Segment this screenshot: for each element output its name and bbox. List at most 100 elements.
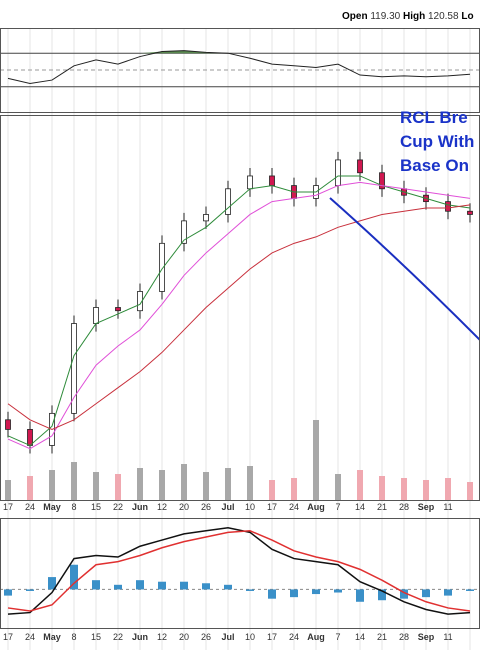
date-tick-label-1-2: May	[43, 632, 61, 642]
candle-body-15	[335, 159, 341, 186]
volume-bar-11	[247, 466, 253, 500]
macd-hist-bar-3	[70, 564, 78, 590]
moving-average-3	[7, 204, 471, 430]
date-tick-label-1-17: 21	[377, 632, 387, 642]
date-tick-label-0-16: 14	[355, 502, 365, 512]
high-value: 120.58	[427, 11, 459, 22]
ohlc-readout: Open 119.30 High 120.58 Lo	[342, 11, 474, 22]
volume-bar-16	[357, 470, 363, 500]
high-label: High	[402, 11, 426, 22]
date-tick-label-1-6: Jun	[132, 632, 148, 642]
date-axes: 17 24 May 8 15 22 Jun 12 20 26 Jul 10 17 24 Aug 7 14 21 28…	[3, 502, 453, 642]
candle-body-10	[225, 188, 231, 215]
date-tick-label-0-14: Aug	[307, 502, 325, 512]
open-value: 119.30	[370, 11, 401, 22]
macd-hist-bar-8	[180, 581, 188, 590]
macd-hist-bar-9	[202, 583, 210, 590]
date-tick-label-0-4: 15	[91, 502, 101, 512]
date-tick-label-1-9: 26	[201, 632, 211, 642]
macd-panel	[0, 526, 480, 615]
volume-panel	[5, 420, 473, 500]
candle-body-21	[467, 210, 473, 215]
macd-hist-bar-12	[268, 589, 276, 599]
macd-hist-bar-10	[224, 584, 232, 590]
macd-hist-bar-0	[4, 589, 12, 596]
volume-bar-20	[445, 478, 451, 500]
indicator-top-panel	[0, 50, 480, 88]
candle-body-16	[357, 159, 363, 174]
date-tick-label-1-20: 11	[443, 632, 452, 642]
date-tick-label-1-5: 22	[113, 632, 123, 642]
open-label: Open	[342, 11, 368, 22]
macd-hist-bar-21	[466, 589, 474, 591]
date-tick-label-0-12: 17	[267, 502, 277, 512]
volume-bar-13	[291, 478, 297, 500]
volume-bar-17	[379, 476, 385, 500]
date-tick-label-0-2: May	[43, 502, 61, 512]
date-tick-label-1-0: 17	[3, 632, 13, 642]
date-tick-label-1-19: Sep	[418, 632, 435, 642]
volume-bar-6	[137, 468, 143, 500]
candle-body-9	[203, 214, 209, 222]
macd-hist-bar-15	[334, 589, 342, 593]
candle-body-8	[181, 220, 187, 244]
volume-bar-12	[269, 480, 275, 500]
candle-body-5	[115, 307, 121, 312]
macd-hist-bar-2	[48, 577, 56, 590]
date-tick-label-0-18: 28	[399, 502, 409, 512]
date-tick-label-0-10: Jul	[221, 502, 234, 512]
candle-body-3	[71, 323, 77, 414]
volume-bar-1	[27, 476, 33, 500]
date-tick-label-0-7: 12	[157, 502, 167, 512]
date-tick-label-1-10: Jul	[221, 632, 234, 642]
macd-hist-bar-1	[26, 589, 34, 591]
macd-line	[7, 526, 471, 615]
macd-hist-bar-6	[136, 580, 144, 590]
chart-annotation: RCL Bre Cup With Base On	[400, 106, 474, 178]
date-tick-label-1-1: 24	[25, 632, 35, 642]
candle-body-12	[269, 175, 275, 186]
low-label: Lo	[461, 11, 474, 22]
candle-body-0	[5, 419, 11, 430]
macd-signal-line	[7, 530, 471, 612]
candle-body-11	[247, 175, 253, 190]
date-tick-label-0-19: Sep	[418, 502, 435, 512]
date-tick-label-0-11: 10	[245, 502, 255, 512]
volume-bar-5	[115, 474, 121, 500]
date-tick-label-1-8: 20	[179, 632, 189, 642]
volume-bar-10	[225, 468, 231, 500]
volume-bar-8	[181, 464, 187, 500]
candle-body-1	[27, 429, 33, 446]
volume-bar-15	[335, 474, 341, 500]
date-tick-label-1-3: 8	[71, 632, 76, 642]
date-tick-label-0-5: 22	[113, 502, 123, 512]
macd-hist-bar-7	[158, 581, 166, 590]
date-tick-label-1-18: 28	[399, 632, 409, 642]
date-tick-label-0-0: 17	[3, 502, 13, 512]
date-tick-label-0-20: 11	[443, 502, 452, 512]
date-tick-label-0-13: 24	[289, 502, 299, 512]
volume-bar-14	[313, 420, 319, 500]
macd-hist-bar-16	[356, 589, 364, 602]
volume-bar-0	[5, 480, 11, 500]
macd-hist-bar-20	[444, 589, 452, 596]
macd-hist-bar-11	[246, 589, 254, 591]
candle-body-7	[159, 242, 165, 292]
annotation-line-1: RCL Bre	[400, 108, 468, 127]
annotation-line-3: Base On	[400, 156, 469, 175]
annotation-line-2: Cup With	[400, 132, 475, 151]
date-tick-label-0-8: 20	[179, 502, 189, 512]
date-tick-label-1-11: 10	[245, 632, 255, 642]
macd-hist-bar-17	[378, 589, 386, 601]
date-tick-label-1-12: 17	[267, 632, 277, 642]
date-tick-label-0-1: 24	[25, 502, 35, 512]
macd-hist-bar-5	[114, 584, 122, 590]
volume-bar-3	[71, 462, 77, 500]
date-tick-label-0-15: 7	[335, 502, 340, 512]
candle-body-17	[379, 172, 385, 190]
cup-trendline	[329, 197, 480, 341]
moving-average-1	[7, 175, 471, 447]
date-tick-label-0-9: 26	[201, 502, 211, 512]
date-tick-label-0-6: Jun	[132, 502, 148, 512]
